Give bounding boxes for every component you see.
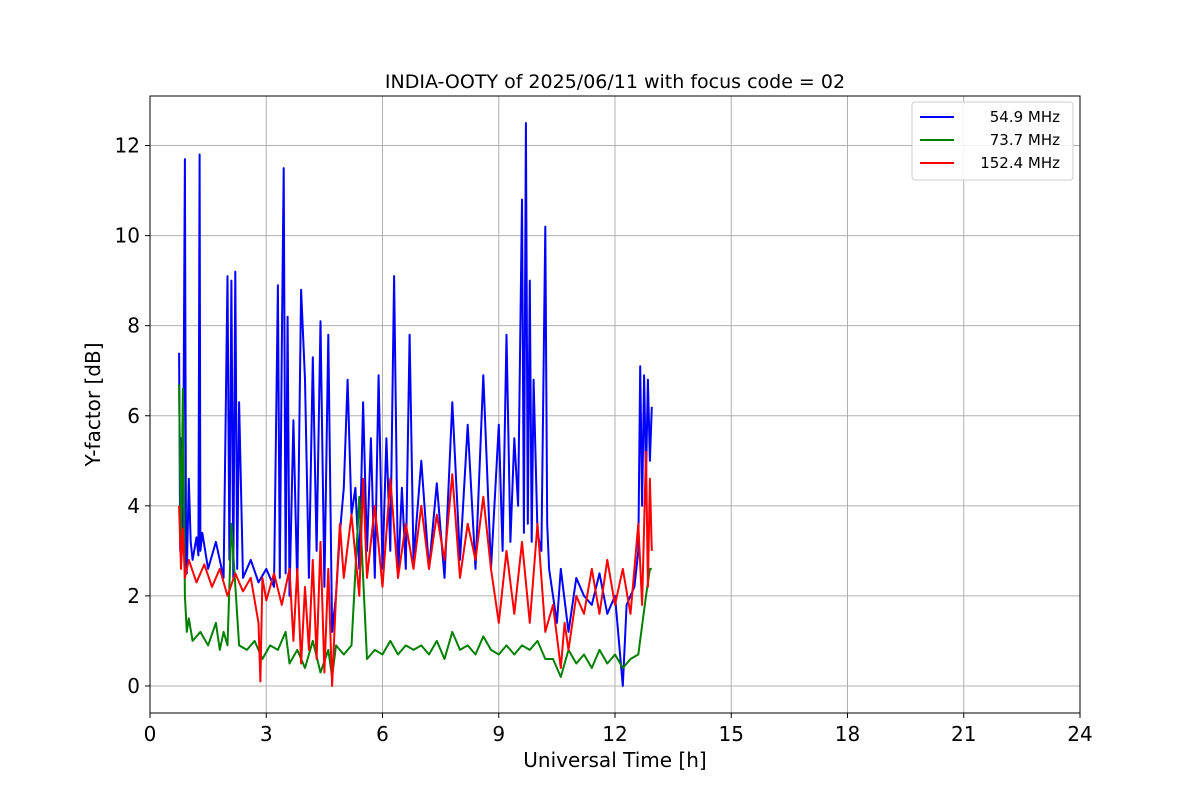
x-tick-label: 0 <box>144 722 157 746</box>
series-line-2 <box>178 450 653 687</box>
x-tick-label: 24 <box>1067 722 1092 746</box>
x-tick-label: 12 <box>602 722 627 746</box>
x-tick-label: 3 <box>260 722 273 746</box>
y-tick-label: 10 <box>115 224 140 248</box>
y-tick-label: 2 <box>127 584 140 608</box>
legend: 54.9 MHz 73.7 MHz 152.4 MHz <box>911 101 1074 181</box>
plot-series <box>178 122 653 687</box>
x-tick-label: 6 <box>376 722 389 746</box>
y-tick-label: 8 <box>127 314 140 338</box>
y-axis-label: Y-factor [dB] <box>81 342 105 467</box>
legend-label-2: 152.4 MHz <box>980 154 1060 172</box>
x-tick-label: 9 <box>492 722 505 746</box>
legend-label-0: 54.9 MHz <box>990 108 1060 126</box>
x-tick-label: 21 <box>951 722 976 746</box>
legend-box <box>911 101 1074 181</box>
x-tick-label: 15 <box>719 722 744 746</box>
series-line-1 <box>178 384 652 678</box>
y-tick-label: 6 <box>127 404 140 428</box>
y-tick-label: 0 <box>127 674 140 698</box>
y-tick-label: 4 <box>127 494 140 518</box>
x-axis-label: Universal Time [h] <box>523 748 706 772</box>
x-tick-label: 18 <box>835 722 860 746</box>
chart-title: INDIA-OOTY of 2025/06/11 with focus code… <box>385 71 845 93</box>
legend-label-1: 73.7 MHz <box>990 131 1060 149</box>
series-line-0 <box>178 122 653 687</box>
y-tick-label: 12 <box>115 134 140 158</box>
